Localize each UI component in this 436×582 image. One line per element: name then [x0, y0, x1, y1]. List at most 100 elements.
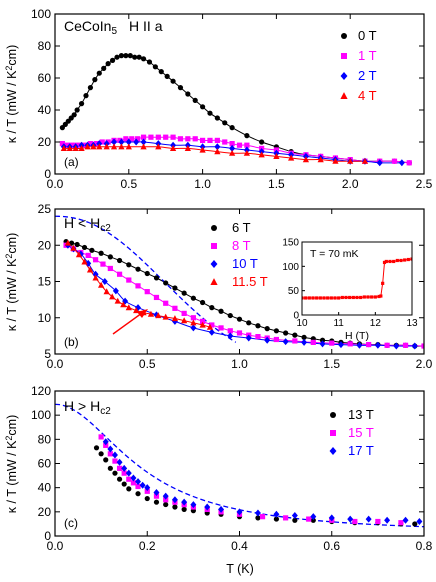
data-point [125, 304, 132, 311]
data-point [125, 469, 132, 477]
inset-x-tick-label: 13 [406, 318, 418, 329]
inset-y-tick-label: 50 [288, 286, 300, 297]
data-point [185, 136, 191, 142]
x-tick-label: 0.2 [139, 539, 156, 553]
inset-y-tick-label: 100 [282, 262, 299, 273]
data-point [185, 91, 191, 97]
inset-point [370, 295, 374, 299]
data-point [184, 145, 191, 151]
inset-point [388, 259, 392, 264]
inset-point [340, 295, 344, 300]
data-point [103, 457, 109, 463]
data-point [125, 138, 132, 146]
x-tick-label: 0.0 [47, 357, 64, 371]
data-point [171, 315, 179, 322]
data-point [292, 338, 298, 344]
inset-point [359, 295, 363, 300]
data-point [398, 520, 404, 526]
data-point [139, 481, 146, 489]
panel-a-frame [54, 13, 425, 175]
data-point [222, 120, 228, 126]
y-tick-label: 20 [38, 135, 52, 149]
data-point [177, 85, 184, 91]
panel-a-title: CeCoIn5 H II a [64, 18, 163, 37]
data-point [125, 143, 132, 150]
data-point [172, 285, 178, 291]
legend-marker [341, 33, 347, 39]
data-point [264, 326, 270, 332]
data-point [244, 142, 250, 148]
dashed-model-curve [55, 215, 237, 343]
data-point [81, 258, 88, 265]
panel-c-legend: 13 T 15 T 17 T [329, 407, 374, 458]
data-point [118, 53, 125, 59]
data-point [209, 305, 215, 311]
data-point [402, 516, 409, 524]
data-point [89, 247, 95, 253]
inset-xlabel: H (T) [345, 330, 369, 342]
data-point [64, 142, 70, 148]
data-point [214, 137, 220, 143]
panel-c-curves [55, 403, 424, 528]
inset-y-tick-label: 150 [282, 238, 299, 249]
data-point [153, 275, 160, 281]
data-point [310, 339, 316, 345]
data-point [162, 492, 169, 500]
data-point [132, 54, 138, 60]
data-point [200, 318, 206, 324]
y-tick-label: 0 [44, 167, 51, 181]
data-point [352, 518, 358, 525]
data-point [155, 134, 161, 140]
inset-point [399, 258, 403, 263]
y-tick-label: 20 [38, 238, 52, 252]
inset-ticks: 10 11 12 13 0 50 100 150 [282, 238, 418, 330]
data-point [283, 515, 289, 521]
data-point [153, 499, 160, 505]
data-point [103, 442, 109, 448]
data-point [152, 64, 158, 70]
inset-point [377, 294, 381, 299]
y-tick-label: 20 [38, 505, 52, 519]
inset-markers [302, 257, 412, 300]
data-point [107, 254, 113, 260]
legend-label: 6 T [232, 220, 251, 235]
inset-x-tick-label: 12 [370, 318, 382, 329]
data-point [365, 515, 372, 523]
inset-point [318, 296, 322, 300]
data-point [98, 434, 104, 440]
data-point [111, 138, 118, 146]
data-point [153, 493, 160, 499]
data-point [155, 143, 162, 150]
legend-label: 10 T [232, 256, 258, 271]
data-point [85, 259, 92, 267]
y-tick-label: 15 [38, 275, 52, 289]
data-point [214, 148, 221, 155]
legend-marker [211, 225, 217, 231]
data-point [155, 312, 162, 319]
data-point [118, 143, 125, 150]
data-point [163, 300, 169, 306]
panel-a-ylabel: κ / T (mW / K2cm) [4, 45, 19, 144]
data-point [170, 78, 176, 84]
data-point [163, 497, 169, 503]
data-point [190, 319, 197, 326]
data-point [66, 145, 73, 151]
data-point [86, 266, 94, 273]
data-point [121, 470, 127, 476]
data-point [96, 143, 103, 150]
data-point [92, 257, 99, 263]
data-point [259, 139, 265, 145]
data-point [105, 61, 111, 67]
data-point [81, 244, 88, 251]
inset-point [382, 260, 387, 265]
data-point [376, 159, 383, 167]
data-point [214, 115, 220, 121]
series-fit-line [62, 54, 410, 164]
data-point [236, 508, 243, 516]
data-point [255, 334, 261, 340]
data-point [245, 334, 252, 342]
data-point [229, 144, 236, 152]
data-point [133, 138, 140, 146]
inset-point [329, 296, 333, 300]
data-point [206, 323, 214, 330]
